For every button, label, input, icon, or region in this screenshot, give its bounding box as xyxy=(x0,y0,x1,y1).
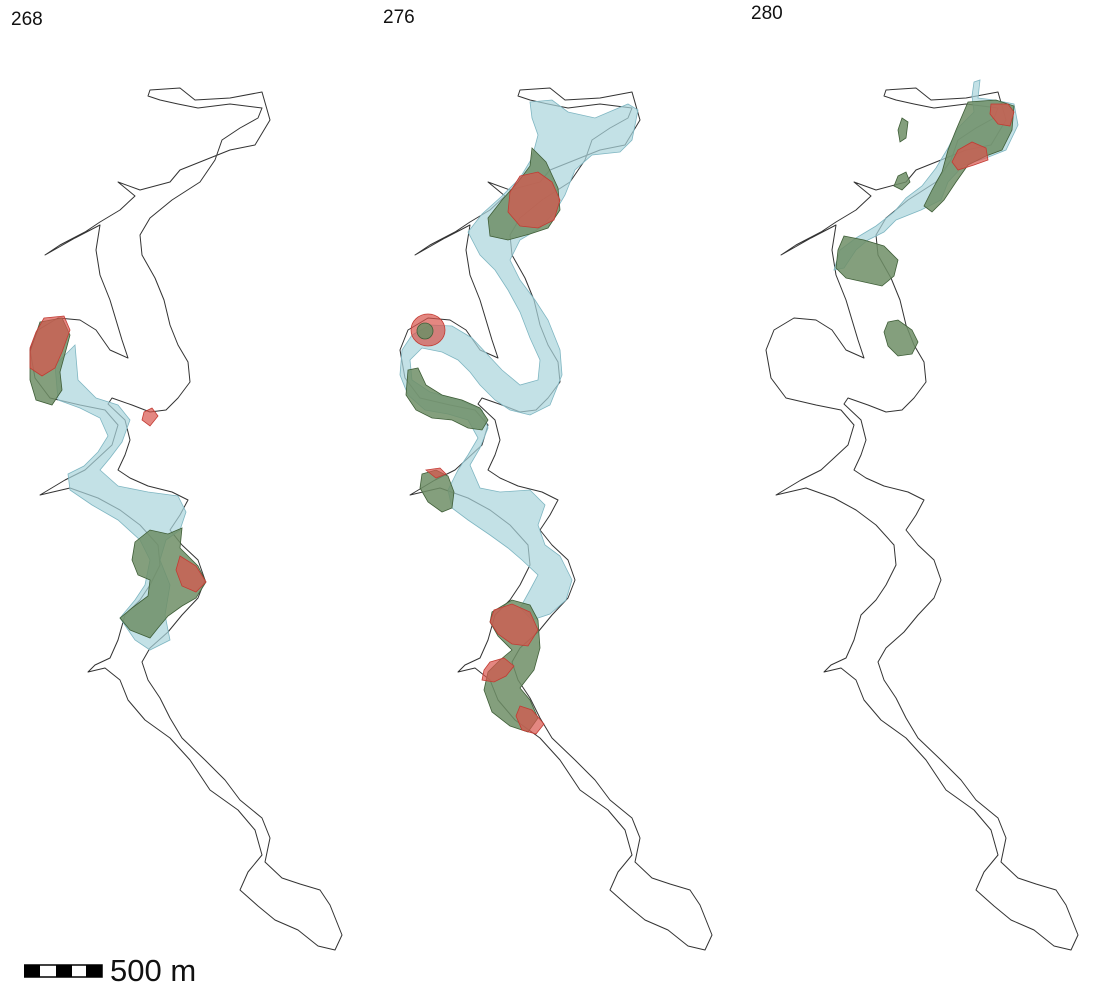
red-area xyxy=(489,603,539,647)
blue-area xyxy=(399,99,639,621)
scale-bar-graphic xyxy=(24,963,103,978)
channel-outline xyxy=(29,87,343,951)
red-area xyxy=(175,555,207,593)
map-panel-268 xyxy=(29,87,343,951)
scale-bar-label: 500 m xyxy=(110,953,197,988)
red-area xyxy=(481,657,515,683)
red-area xyxy=(141,407,159,427)
green-area xyxy=(119,527,207,639)
red-area xyxy=(507,171,561,229)
red-area xyxy=(515,705,545,735)
green-area xyxy=(835,235,899,287)
channel-outline xyxy=(765,87,1079,951)
green-area xyxy=(893,171,911,191)
panel-label-276: 276 xyxy=(383,7,415,28)
map-panel-276 xyxy=(399,87,713,951)
red-area xyxy=(951,141,989,171)
green-area xyxy=(405,367,489,431)
green-area xyxy=(897,117,909,143)
green-area xyxy=(883,319,919,357)
panel-label-280: 280 xyxy=(751,3,783,24)
scale-bar: 500 m xyxy=(24,955,196,986)
red-area xyxy=(29,315,71,377)
red-area xyxy=(989,103,1015,127)
red-area xyxy=(425,467,447,479)
green-area xyxy=(416,322,434,340)
channel-outline xyxy=(399,87,713,951)
map-panel-280 xyxy=(765,79,1079,951)
panel-label-268: 268 xyxy=(11,9,43,30)
